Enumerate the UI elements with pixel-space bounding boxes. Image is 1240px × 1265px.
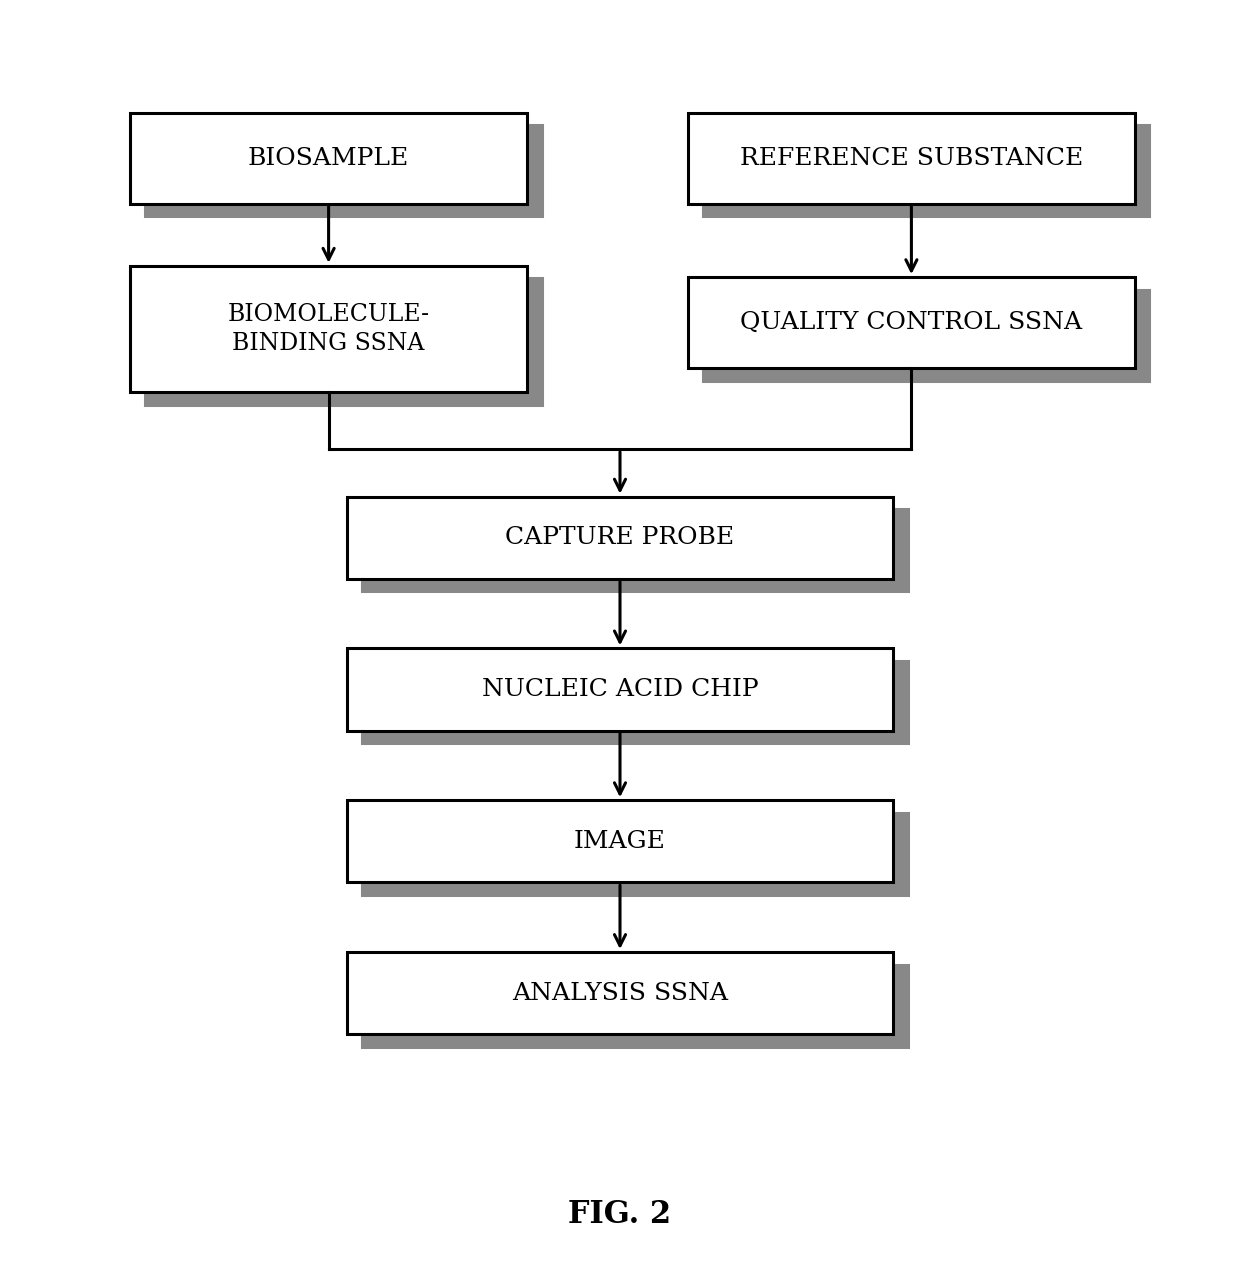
Bar — [703, 125, 1149, 216]
Bar — [688, 113, 1135, 204]
Bar — [347, 648, 893, 731]
Bar — [362, 510, 908, 592]
Bar — [362, 660, 908, 744]
Bar — [347, 801, 893, 883]
Text: BIOMOLECULE-
BINDING SSNA: BIOMOLECULE- BINDING SSNA — [228, 304, 429, 354]
Text: ANALYSIS SSNA: ANALYSIS SSNA — [512, 982, 728, 1004]
Text: REFERENCE SUBSTANCE: REFERENCE SUBSTANCE — [740, 147, 1083, 170]
Bar — [145, 125, 542, 216]
Text: CAPTURE PROBE: CAPTURE PROBE — [506, 526, 734, 549]
Bar — [688, 277, 1135, 368]
Text: QUALITY CONTROL SSNA: QUALITY CONTROL SSNA — [740, 311, 1083, 334]
Bar — [362, 813, 908, 896]
Text: BIOSAMPLE: BIOSAMPLE — [248, 147, 409, 170]
Bar — [145, 278, 542, 405]
Text: IMAGE: IMAGE — [574, 830, 666, 853]
Bar — [347, 953, 893, 1035]
Bar — [703, 290, 1149, 381]
Bar — [130, 113, 527, 204]
Bar — [347, 497, 893, 579]
Bar — [130, 266, 527, 392]
Text: FIG. 2: FIG. 2 — [568, 1199, 672, 1230]
Bar — [362, 964, 908, 1047]
Text: NUCLEIC ACID CHIP: NUCLEIC ACID CHIP — [481, 678, 759, 701]
